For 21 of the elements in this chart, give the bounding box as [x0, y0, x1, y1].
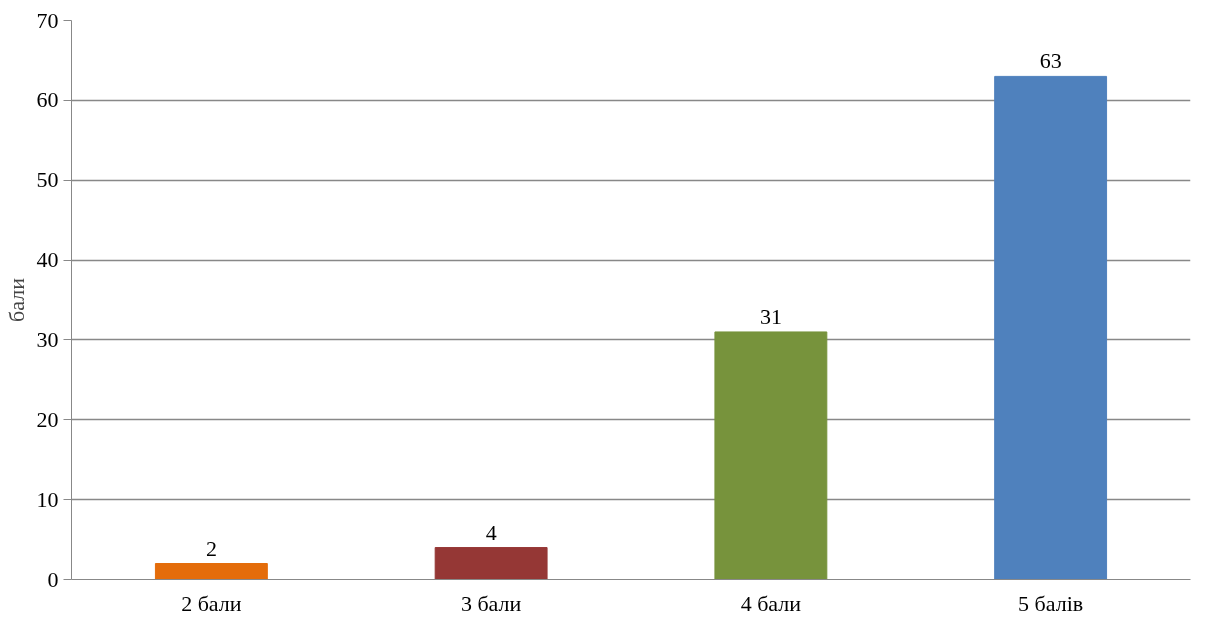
- data-label: 31: [759, 303, 782, 329]
- bar: [434, 547, 548, 580]
- x-tick-label: 5 балів: [1018, 590, 1084, 616]
- bar: [714, 331, 828, 580]
- x-tick-label: 2 бали: [181, 590, 242, 616]
- y-tick-label: 10: [36, 486, 59, 512]
- y-tick-label: 40: [36, 247, 59, 273]
- y-tick-label: 0: [47, 566, 59, 592]
- data-label: 2: [205, 535, 217, 561]
- x-tick-label: 3 бали: [460, 590, 522, 616]
- data-label: 63: [1039, 48, 1062, 74]
- bar: [994, 75, 1108, 580]
- y-tick-label: 70: [36, 7, 59, 33]
- bar: [154, 563, 268, 580]
- x-tick-label: 4 бали: [740, 590, 802, 616]
- y-tick-label: 30: [36, 326, 59, 352]
- y-tick-label: 20: [36, 406, 59, 432]
- y-axis-title: бали: [3, 277, 29, 322]
- y-tick-label: 60: [36, 87, 59, 113]
- data-label: 4: [485, 519, 497, 545]
- y-tick-label: 50: [36, 167, 59, 193]
